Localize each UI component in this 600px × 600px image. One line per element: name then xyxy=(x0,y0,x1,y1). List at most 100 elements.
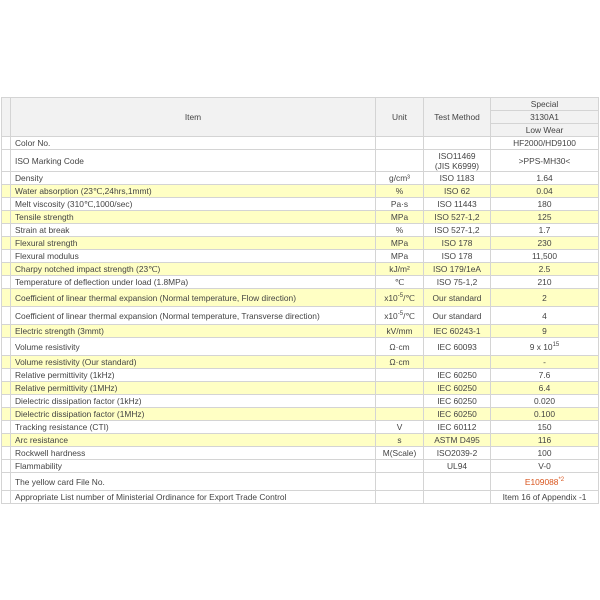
method-cell: UL94 xyxy=(423,459,491,473)
stub xyxy=(1,420,11,434)
method: (JIS K6999) xyxy=(434,160,480,171)
method-cell: ISO 179/1eA xyxy=(423,262,491,276)
item: The yellow card File No. xyxy=(15,476,105,487)
item-cell: Coefficient of linear thermal expansion … xyxy=(10,306,376,325)
unit: kJ/m² xyxy=(389,264,410,274)
item: Electric strength (3mmt) xyxy=(15,326,104,336)
value: Item 16 of Appendix -1 xyxy=(502,492,587,502)
value-cell: 4 xyxy=(490,306,599,325)
item-cell: Tensile strength xyxy=(10,210,376,224)
item-cell: Dielectric dissipation factor (1kHz) xyxy=(10,394,376,408)
unit-cell xyxy=(375,368,424,382)
item-cell: Rockwell hardness xyxy=(10,446,376,460)
method-cell: ISO 178 xyxy=(423,249,491,263)
unit: s xyxy=(397,435,402,445)
unit-sup: -5 xyxy=(397,292,404,299)
value: 2.5 xyxy=(538,264,551,274)
method: ASTM D495 xyxy=(434,435,480,445)
unit-cell: kV/mm xyxy=(375,324,424,338)
method-cell: ISO11469 (JIS K6999) xyxy=(423,149,491,172)
unit-cell xyxy=(375,407,424,421)
unit: M(Scale) xyxy=(382,448,417,458)
row: Color No. HF2000/HD9100 xyxy=(1,136,599,150)
method: ISO 527-1,2 xyxy=(434,212,480,222)
unit-base: x10 xyxy=(384,292,398,303)
row: Volume resistivity (Our standard) Ω·cm - xyxy=(1,355,599,369)
unit-tail: /℃ xyxy=(403,310,415,321)
method: ISO 179/1eA xyxy=(433,264,481,274)
method-cell: ISO 11443 xyxy=(423,197,491,211)
value: 210 xyxy=(537,277,552,287)
table-body: Color No. HF2000/HD9100 ISO Marking Code IS… xyxy=(1,136,599,504)
value-cell: 7.6 xyxy=(490,368,599,382)
value: 9 x 1015 xyxy=(530,342,560,352)
value-cell: 9 x 1015 xyxy=(490,337,599,356)
value-cell: 2.5 xyxy=(490,262,599,276)
unit-cell: V xyxy=(375,420,424,434)
header-unit: Unit xyxy=(375,97,424,137)
item: Melt viscosity (310℃,1000/sec) xyxy=(15,199,133,209)
unit-cell xyxy=(375,459,424,473)
value: E109088*2 xyxy=(525,477,564,487)
item-cell: Tracking resistance (CTI) xyxy=(10,420,376,434)
method: ISO11469 xyxy=(438,150,476,161)
unit-cell: Ω·cm xyxy=(375,337,424,356)
item: Relative permittivity (1MHz) xyxy=(15,383,118,393)
unit-cell xyxy=(375,490,424,504)
value: 150 xyxy=(537,422,552,432)
unit-cell: MPa xyxy=(375,210,424,224)
value-cell: 125 xyxy=(490,210,599,224)
value: >PPS-MH30< xyxy=(518,155,571,166)
method-cell: IEC 60250 xyxy=(423,394,491,408)
value: 116 xyxy=(537,435,552,445)
stub xyxy=(1,184,11,198)
stub xyxy=(1,381,11,395)
unit: MPa xyxy=(390,238,409,248)
value-cell: 6.4 xyxy=(490,381,599,395)
method-cell: IEC 60093 xyxy=(423,337,491,356)
method-cell xyxy=(423,355,491,369)
method: ISO 62 xyxy=(443,186,471,196)
item: Dielectric dissipation factor (1MHz) xyxy=(15,409,145,419)
value-cell: Item 16 of Appendix -1 xyxy=(490,490,599,504)
method: ISO2039-2 xyxy=(436,448,478,458)
value-cell: 180 xyxy=(490,197,599,211)
unit-cell: g/cm³ xyxy=(375,171,424,185)
method-cell xyxy=(423,472,491,491)
stub xyxy=(1,275,11,289)
item: Coefficient of linear thermal expansion … xyxy=(15,310,320,321)
row: Arc resistance s ASTM D495 116 xyxy=(1,433,599,447)
method: ISO 75-1,2 xyxy=(436,277,478,287)
stub xyxy=(1,249,11,263)
stub xyxy=(1,97,11,137)
unit-cell xyxy=(375,394,424,408)
value: 4 xyxy=(542,310,547,321)
item-cell: Relative permittivity (1MHz) xyxy=(10,381,376,395)
method: ISO 1183 xyxy=(439,173,475,183)
value: 7.6 xyxy=(538,370,551,380)
value: - xyxy=(543,357,546,367)
value-cell: 1.64 xyxy=(490,171,599,185)
row: Tracking resistance (CTI) V IEC 60112 150 xyxy=(1,420,599,434)
stub xyxy=(1,136,11,150)
method: ISO 11443 xyxy=(437,199,477,209)
stub xyxy=(1,288,11,307)
unit-cell: MPa xyxy=(375,236,424,250)
unit-cell: x10-5/℃ xyxy=(375,288,424,307)
unit-cell: % xyxy=(375,184,424,198)
row: ISO Marking Code ISO11469 (JIS K6999) >PPS-… xyxy=(1,149,599,172)
method: IEC 60250 xyxy=(437,383,477,393)
item: Flexural strength xyxy=(15,238,78,248)
value-base: 9 x 10 xyxy=(529,341,553,352)
method-cell: ISO 527-1,2 xyxy=(423,223,491,237)
item: Volume resistivity (Our standard) xyxy=(15,357,137,367)
row: Temperature of deflection under load (1.… xyxy=(1,275,599,289)
value: 230 xyxy=(537,238,552,248)
item: Charpy notched impact strength (23℃) xyxy=(15,264,161,274)
item-cell: Electric strength (3mmt) xyxy=(10,324,376,338)
value: V-0 xyxy=(538,461,551,471)
item-cell: Arc resistance xyxy=(10,433,376,447)
row: Relative permittivity (1MHz) IEC 60250 6.4 xyxy=(1,381,599,395)
value-cell: >PPS-MH30< xyxy=(490,149,599,172)
item: Color No. xyxy=(15,138,51,148)
